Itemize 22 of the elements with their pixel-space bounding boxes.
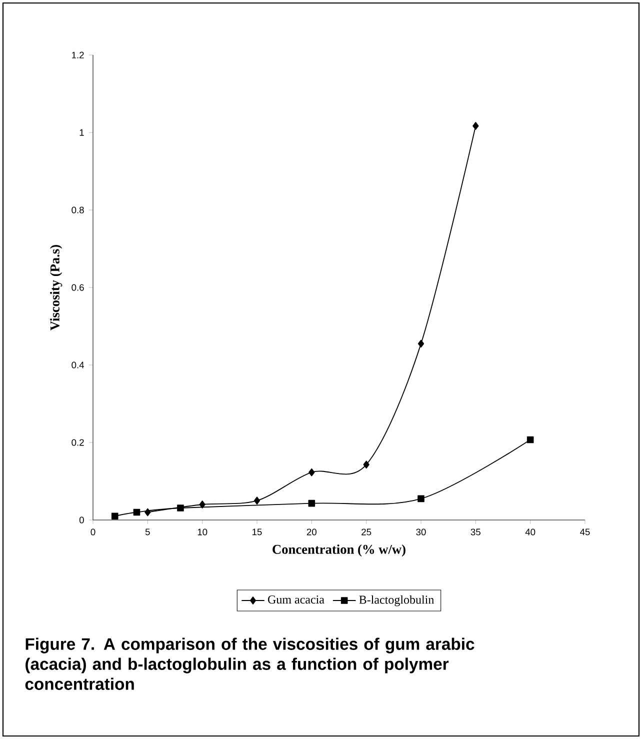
x-axis-title: Concentration (% w/w) [272,544,406,557]
legend-label: Gum acacia [268,596,324,604]
y-tick-label: 0 [79,516,84,524]
x-tick-label: 0 [90,528,96,536]
y-tick-label: 0.4 [72,362,84,368]
x-tick-label: 25 [362,528,372,536]
x-tick-label: 20 [306,528,316,536]
legend-label: B-lactoglobulin [359,595,434,606]
x-tick-label: 35 [470,528,480,536]
x-tick-label: 15 [252,528,262,536]
x-tick-label: 5 [145,528,150,536]
x-tick-label: 45 [580,528,590,536]
x-tick-label: 10 [198,528,208,536]
x-tick-label: 40 [525,528,536,536]
caption: Figure 7. A comparison of the viscosities of gum arabic (acacia) and b-lactoglobulin as a function of polymer concentration [25,638,474,690]
y-tick-label: 0.8 [72,206,84,214]
y-tick-label: 1 [80,129,84,136]
y-tick-label: 1.2 [72,52,84,58]
y-tick-label: 0.6 [72,284,84,291]
y-axis-title: Viscosity (Pa.s) [50,245,62,330]
x-tick-label: 30 [416,528,426,536]
y-tick-label: 0.2 [72,439,84,446]
